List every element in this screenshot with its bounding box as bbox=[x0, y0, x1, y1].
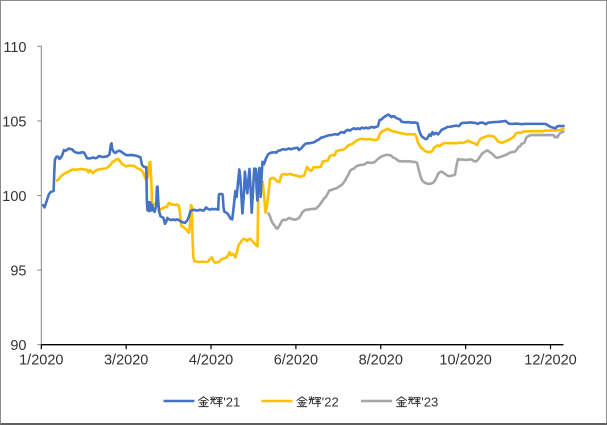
svg-text:105: 105 bbox=[2, 114, 26, 130]
svg-text:'22: '22 bbox=[322, 395, 339, 410]
svg-text:3/2020: 3/2020 bbox=[104, 353, 148, 369]
svg-text:110: 110 bbox=[3, 40, 26, 56]
svg-text:6/2020: 6/2020 bbox=[274, 353, 318, 369]
svg-text:1/2020: 1/2020 bbox=[19, 353, 63, 369]
svg-text:12/2020: 12/2020 bbox=[524, 353, 576, 369]
svg-text:8/2020: 8/2020 bbox=[359, 353, 403, 369]
svg-text:'23: '23 bbox=[421, 395, 438, 410]
svg-text:10/2020: 10/2020 bbox=[439, 353, 491, 369]
svg-text:4/2020: 4/2020 bbox=[189, 353, 233, 369]
svg-text:100: 100 bbox=[2, 189, 26, 205]
svg-text:90: 90 bbox=[10, 338, 26, 354]
svg-text:95: 95 bbox=[10, 264, 26, 280]
svg-text:'21: '21 bbox=[223, 395, 240, 410]
